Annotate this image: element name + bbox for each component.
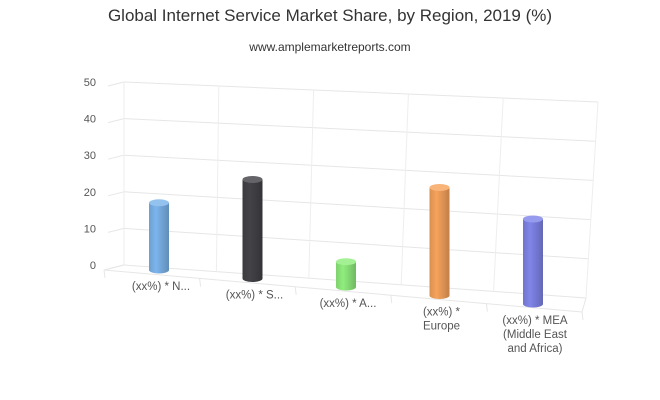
- y-tick-label: 30: [84, 150, 96, 162]
- category-divider: [308, 89, 315, 279]
- bar-body: [336, 261, 356, 291]
- bar: [429, 184, 450, 299]
- chart-title: Global Internet Service Market Share, by…: [107, 6, 553, 25]
- gridline: [123, 118, 596, 142]
- gridline: [123, 154, 594, 181]
- category-divider: [400, 93, 409, 285]
- bar: [149, 199, 169, 274]
- gridline: [123, 191, 591, 221]
- side-gridline: [107, 118, 125, 124]
- side-gridline: [107, 191, 125, 197]
- y-tick-label: 50: [84, 77, 96, 89]
- x-tick-label: (xx%) * S...: [226, 290, 284, 302]
- x-tick-mark: [390, 295, 393, 304]
- bar-top: [429, 184, 450, 191]
- bar-top: [242, 176, 263, 183]
- y-tick-label: 0: [90, 260, 96, 272]
- category-divider: [585, 101, 599, 299]
- side-gridline: [107, 81, 125, 87]
- gridline: [123, 227, 589, 260]
- chart-grid: [103, 81, 599, 321]
- x-tick-label: (xx%) * Europe: [423, 307, 461, 333]
- x-tick-label: (xx%) * MEA (Middle East and Africa): [502, 315, 568, 355]
- y-tick-label: 10: [84, 223, 96, 235]
- bar-top: [523, 215, 543, 223]
- chart-subtitle: www.amplemarketreports.com: [249, 40, 411, 54]
- bar-body: [523, 219, 543, 308]
- x-tick-mark: [103, 269, 106, 279]
- x-tick-mark: [294, 286, 297, 295]
- bar: [336, 258, 356, 291]
- category-divider: [215, 85, 220, 272]
- floor-front-edge: [103, 269, 583, 313]
- bar-top: [336, 258, 356, 266]
- gridline: [123, 81, 599, 103]
- bar: [242, 176, 263, 283]
- bar-body: [429, 187, 450, 299]
- side-gridline: [107, 154, 125, 160]
- x-tick-mark: [485, 303, 488, 312]
- x-tick-mark: [581, 311, 584, 321]
- x-tick-label: (xx%) * A...: [320, 298, 377, 310]
- x-tick-mark: [199, 278, 202, 287]
- floor-edge: [103, 264, 125, 271]
- bar-series: [149, 176, 543, 308]
- bar-body: [149, 202, 169, 274]
- category-divider: [493, 97, 504, 292]
- x-tick-label: (xx%) * N...: [132, 281, 190, 293]
- y-tick-label: 20: [84, 187, 96, 199]
- bar-body: [242, 179, 263, 283]
- floor-edge: [581, 297, 587, 313]
- side-gridline: [107, 227, 125, 233]
- bar: [523, 215, 543, 308]
- x-axis: (xx%) * N... (xx%) * S... (xx%) * A... (xx%…: [132, 281, 568, 355]
- y-axis: 0 10 20 30 40 50: [84, 77, 96, 272]
- y-tick-label: 40: [84, 114, 96, 126]
- bar-top: [149, 199, 169, 207]
